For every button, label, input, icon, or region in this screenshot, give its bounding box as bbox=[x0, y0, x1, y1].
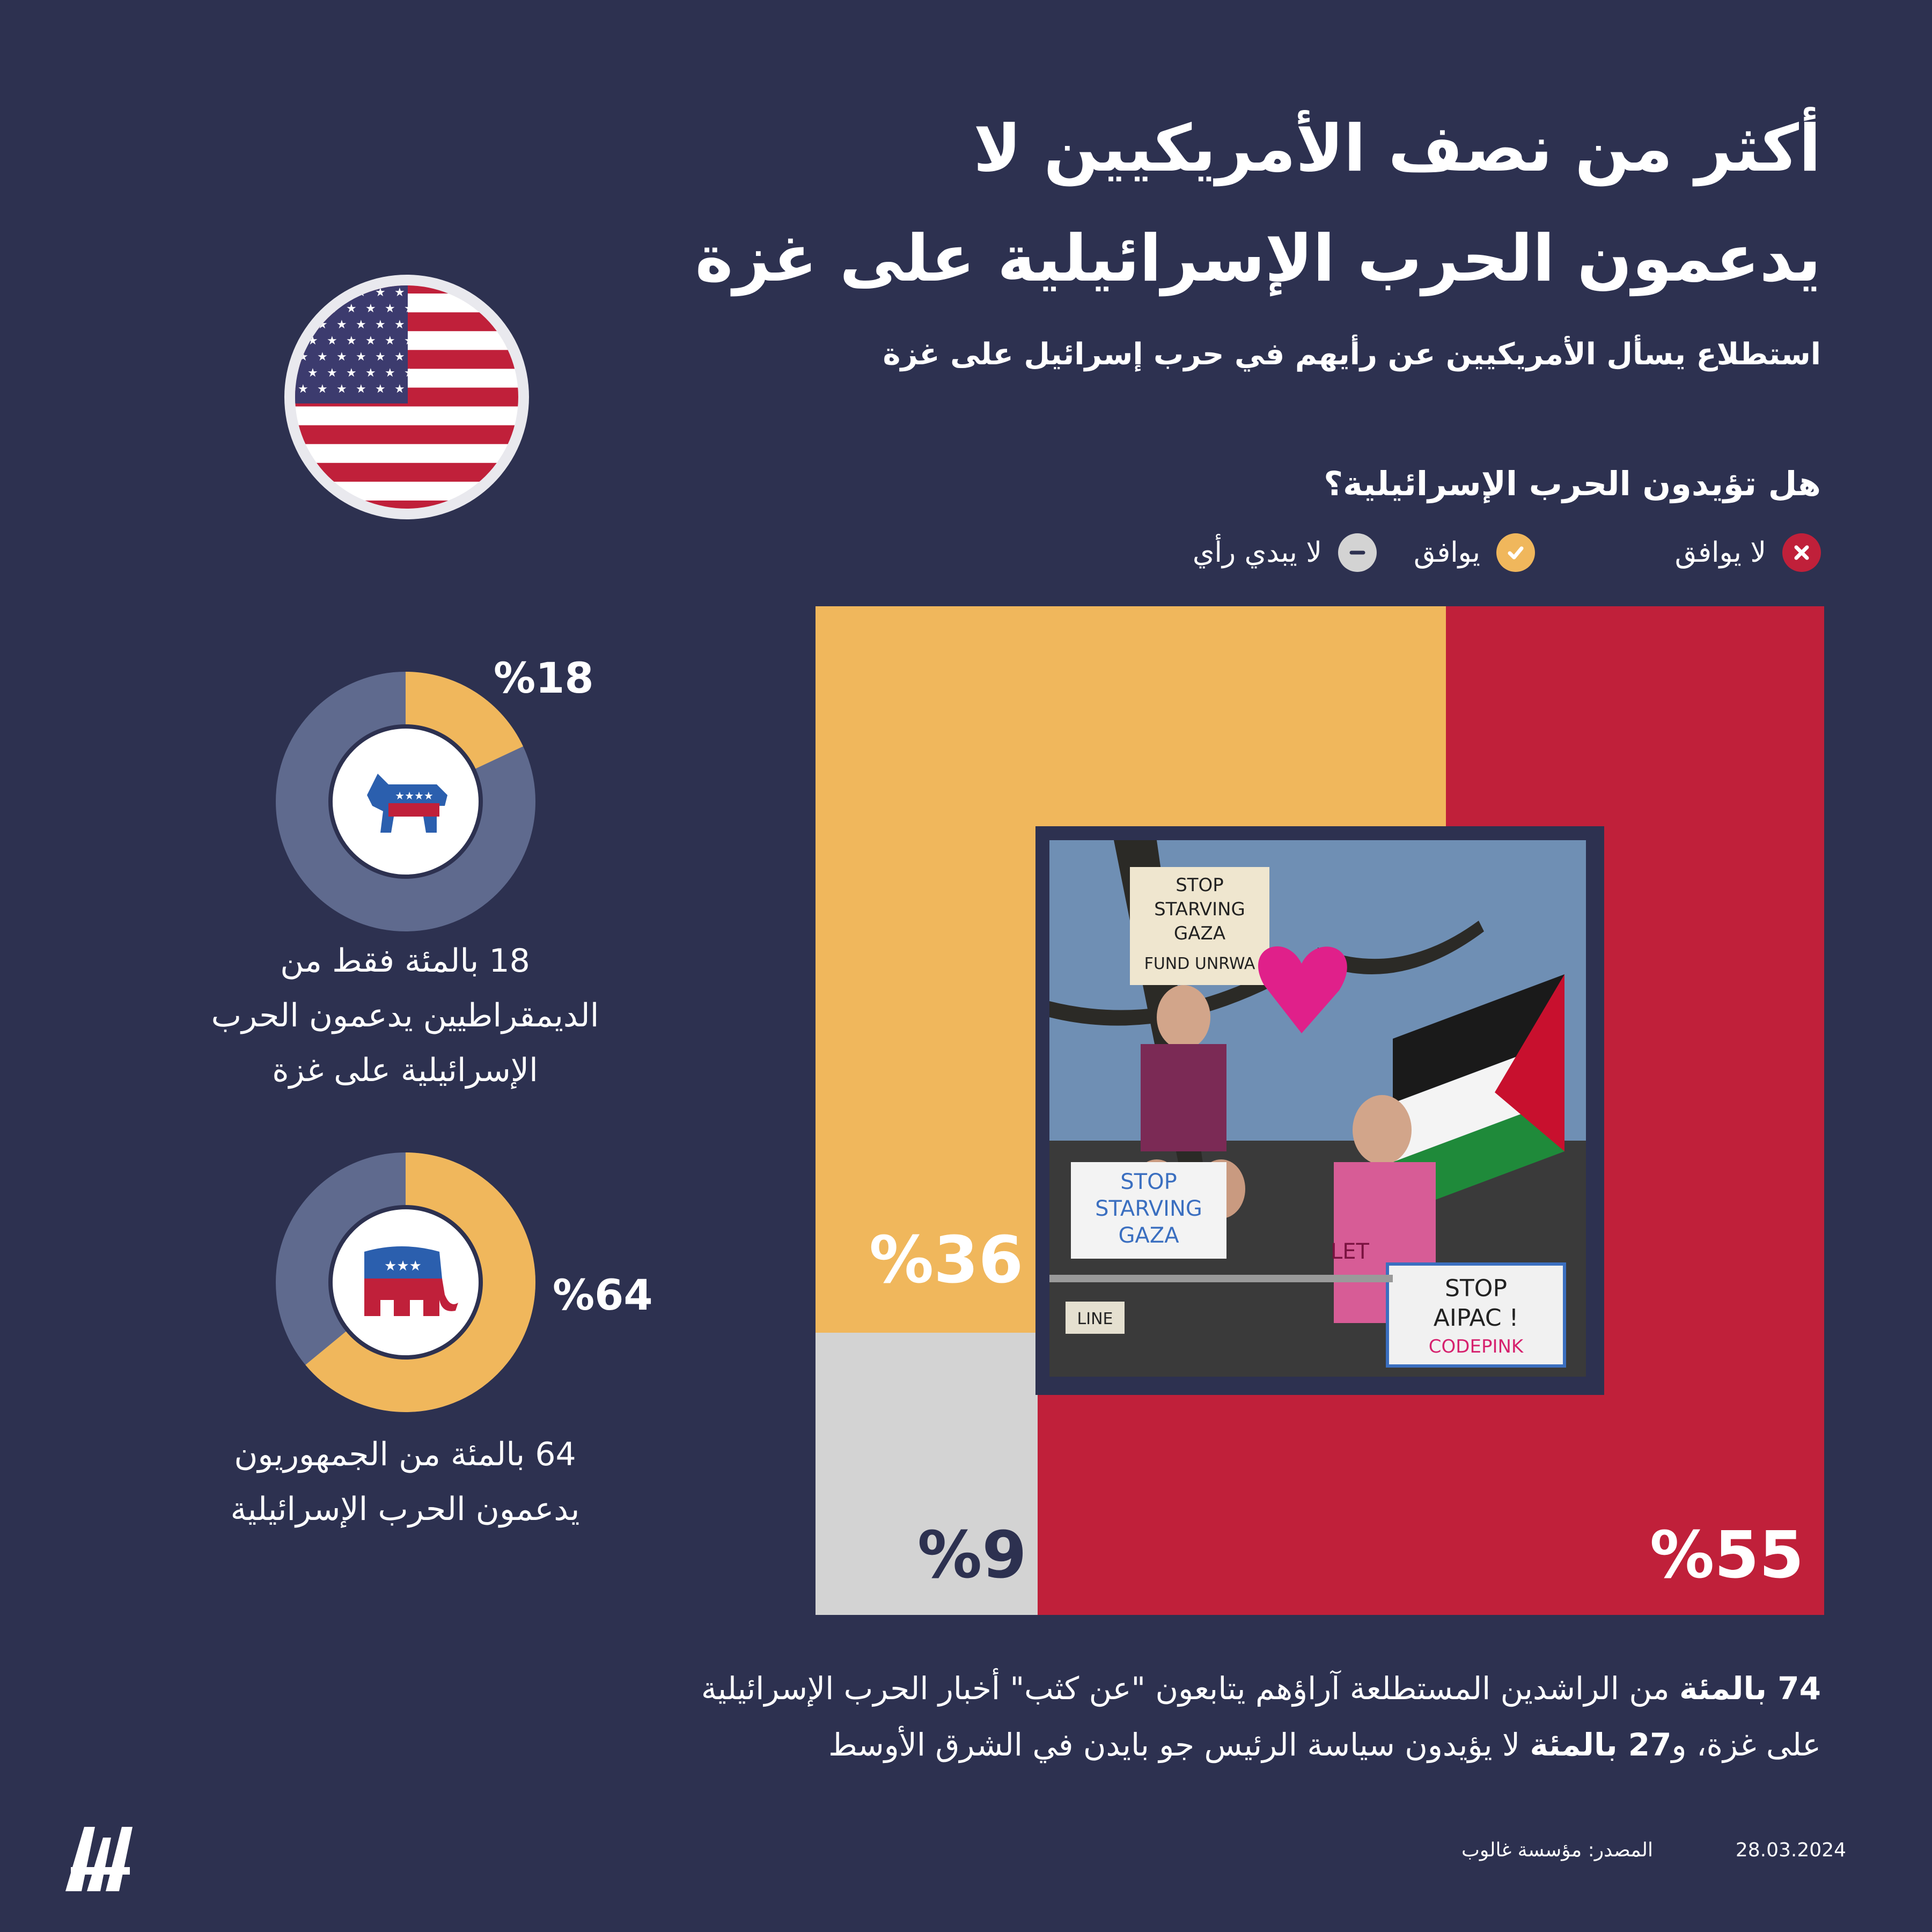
data-label-agree: %36 bbox=[869, 1223, 1024, 1298]
data-label-no-opinion: %9 bbox=[917, 1518, 1027, 1593]
sign-stop-aipac: STOP AIPAC ! CODEPINK bbox=[1386, 1262, 1566, 1368]
svg-text:STOP: STOP bbox=[1120, 1170, 1177, 1194]
aa-logo-icon bbox=[65, 1827, 133, 1891]
svg-text:★: ★ bbox=[327, 366, 337, 380]
svg-text:★: ★ bbox=[394, 350, 405, 364]
svg-text:GAZA: GAZA bbox=[1118, 1223, 1179, 1248]
svg-text:★: ★ bbox=[307, 366, 318, 380]
svg-text:LINE: LINE bbox=[1077, 1310, 1113, 1328]
svg-text:★: ★ bbox=[394, 383, 405, 396]
republicans-donut-chart: ★★★ bbox=[276, 1152, 535, 1412]
survey-chart: STOP STARVING GAZA FUND UNRWA STOP STARV… bbox=[816, 606, 1824, 1615]
svg-text:★: ★ bbox=[385, 302, 395, 315]
svg-text:GAZA: GAZA bbox=[1174, 923, 1225, 944]
svg-text:★: ★ bbox=[375, 286, 386, 299]
svg-text:★: ★ bbox=[365, 302, 376, 315]
minus-icon bbox=[1338, 533, 1377, 572]
svg-text:★: ★ bbox=[356, 350, 366, 364]
svg-text:★: ★ bbox=[346, 366, 357, 380]
svg-text:★: ★ bbox=[298, 286, 308, 299]
legend-no-opinion: لا يبدي رأي bbox=[1193, 531, 1377, 574]
page-subtitle: استطلاع يسأل الأمريكيين عن رأيهم في حرب … bbox=[883, 337, 1821, 372]
svg-text:FUND UNRWA: FUND UNRWA bbox=[1144, 954, 1255, 973]
svg-text:★: ★ bbox=[375, 350, 386, 364]
us-flag-icon: ★ ★ ★ ★ ★★ ★ ★ ★ ★★ ★ ★ ★ ★ ★★ ★ ★ ★ ★ ★★ ★ ★ ★ ★ ★★ ★ ★ ★ ★ ★★ ★ ★ ★ ★ ★… bbox=[284, 275, 529, 519]
svg-text:★★★: ★★★ bbox=[384, 1258, 422, 1274]
democrats-donut-chart: ★★★★ bbox=[276, 672, 535, 931]
legend-disagree: لا يوافق bbox=[1675, 531, 1821, 574]
protest-photo-frame: STOP STARVING GAZA FUND UNRWA STOP STARV… bbox=[1035, 826, 1604, 1395]
svg-text:★: ★ bbox=[385, 366, 395, 380]
elephant-icon: ★★★ bbox=[364, 1246, 458, 1316]
svg-text:★: ★ bbox=[336, 383, 347, 396]
page-title: أكثر من نصف الأمريكيين لا يدعمون الحرب ا… bbox=[533, 94, 1821, 314]
svg-text:★: ★ bbox=[317, 286, 328, 299]
svg-text:★: ★ bbox=[385, 334, 395, 348]
svg-text:AIPAC !: AIPAC ! bbox=[1434, 1304, 1518, 1332]
source-text: المصدر: مؤسسة غالوب bbox=[1461, 1839, 1653, 1861]
check-icon bbox=[1496, 533, 1535, 572]
svg-text:CODEPINK: CODEPINK bbox=[1429, 1336, 1524, 1357]
donut-highlight-slice bbox=[276, 672, 535, 931]
data-label-disagree: %55 bbox=[1650, 1518, 1804, 1593]
svg-text:★: ★ bbox=[404, 302, 415, 315]
svg-text:★: ★ bbox=[317, 350, 328, 364]
svg-text:STOP: STOP bbox=[1176, 875, 1224, 896]
svg-text:★: ★ bbox=[336, 350, 347, 364]
chart-question: هل تؤيدون الحرب الإسرائيلية؟ bbox=[1324, 464, 1821, 503]
title-line-1: أكثر من نصف الأمريكيين لا bbox=[973, 112, 1821, 186]
svg-text:★: ★ bbox=[298, 383, 308, 396]
legend-label: لا يبدي رأي bbox=[1192, 537, 1322, 569]
svg-text:STOP: STOP bbox=[1445, 1275, 1507, 1302]
svg-text:STARVING: STARVING bbox=[1095, 1196, 1202, 1221]
democrats-percent: %18 bbox=[494, 655, 594, 703]
heart-sign bbox=[1258, 946, 1347, 1033]
svg-text:★★★★: ★★★★ bbox=[395, 789, 434, 802]
svg-text:STARVING: STARVING bbox=[1154, 899, 1245, 920]
republicans-percent: %64 bbox=[553, 1272, 653, 1320]
svg-text:★: ★ bbox=[404, 366, 415, 380]
x-icon bbox=[1782, 533, 1821, 572]
svg-text:★: ★ bbox=[394, 318, 405, 332]
republicans-caption: 64 بالمئة من الجمهوريون يدعمون الحرب الإ… bbox=[230, 1436, 580, 1528]
svg-text:★: ★ bbox=[356, 383, 366, 396]
footnote: 74 بالمئة من الراشدين المستطلعة آراؤهم ي… bbox=[701, 1670, 1821, 1763]
svg-text:★: ★ bbox=[365, 334, 376, 348]
svg-text:★: ★ bbox=[317, 383, 328, 396]
legend-label: لا يوافق bbox=[1674, 537, 1766, 569]
title-line-2: يدعمون الحرب الإسرائيلية على غزة bbox=[695, 222, 1821, 296]
svg-text:★: ★ bbox=[375, 318, 386, 332]
svg-text:★: ★ bbox=[346, 302, 357, 315]
svg-text:★: ★ bbox=[356, 318, 366, 332]
barricade bbox=[1049, 1275, 1393, 1282]
svg-text:LET: LET bbox=[1331, 1239, 1370, 1264]
donkey-icon: ★★★★ bbox=[367, 774, 447, 833]
svg-text:★: ★ bbox=[375, 383, 386, 396]
svg-text:★: ★ bbox=[394, 286, 405, 299]
protest-photo: STOP STARVING GAZA FUND UNRWA STOP STARV… bbox=[1049, 840, 1586, 1377]
donut-highlight-slice bbox=[276, 1152, 535, 1412]
svg-text:★: ★ bbox=[307, 302, 318, 315]
democrats-caption: 18 بالمئة فقط من الديمقراطيين يدعمون الح… bbox=[211, 942, 599, 1089]
sign-stop-starving-gaza-2: STOP STARVING GAZA bbox=[1071, 1162, 1226, 1259]
svg-text:★: ★ bbox=[365, 366, 376, 380]
svg-text:★: ★ bbox=[404, 334, 415, 348]
bar-no-opinion bbox=[816, 1333, 1038, 1615]
svg-text:★: ★ bbox=[327, 334, 337, 348]
date-text: 28.03.2024 bbox=[1735, 1839, 1846, 1861]
legend-label: يوافق bbox=[1413, 537, 1480, 569]
svg-text:★: ★ bbox=[346, 334, 357, 348]
sign-stop-starving-gaza-1: STOP STARVING GAZA FUND UNRWA bbox=[1130, 867, 1269, 985]
legend-agree: يوافق bbox=[1414, 531, 1535, 574]
svg-text:★: ★ bbox=[336, 318, 347, 332]
